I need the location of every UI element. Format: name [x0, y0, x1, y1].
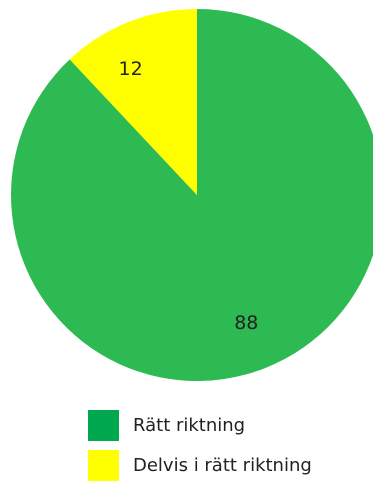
legend-label-ratt-riktning: Rätt riktning: [133, 415, 246, 436]
legend-item-delvis-i-ratt-riktning: Delvis i rätt riktning: [88, 450, 312, 481]
legend-swatch-ratt-riktning: [88, 410, 119, 441]
data-label-ratt-riktning: 88: [234, 312, 258, 334]
legend-label-delvis-i-ratt-riktning: Delvis i rätt riktning: [133, 455, 312, 476]
legend-swatch-delvis-i-ratt-riktning: [88, 450, 119, 481]
chart-legend: Rätt riktning Delvis i rätt riktning: [88, 410, 312, 490]
legend-item-ratt-riktning: Rätt riktning: [88, 410, 312, 441]
pie-slice-delvis-i-ratt-riktning: [69, 9, 197, 195]
data-label-delvis-i-ratt-riktning: 12: [119, 58, 143, 80]
pie-slice-ratt-riktning: [11, 9, 373, 381]
